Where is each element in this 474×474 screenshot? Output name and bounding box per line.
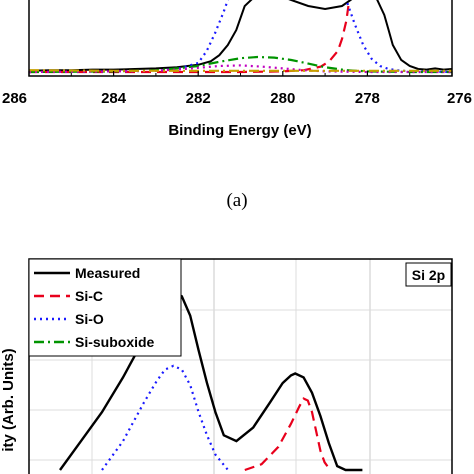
legend-label-si-suboxide: Si-suboxide <box>75 334 155 350</box>
panel-b-y-axis-title: ity (Arb. Units) <box>0 348 17 451</box>
panel-a-x-tick-label: 280 <box>270 90 295 107</box>
panel-a-series-si-c <box>29 5 350 74</box>
panel-a-x-tick-label: 286 <box>2 90 27 107</box>
panel-b-legend: Measured Si-C Si-O Si-suboxide <box>28 258 182 357</box>
legend-entries: Measured Si-C Si-O Si-suboxide <box>34 265 155 350</box>
panel-b-series-si-o <box>101 364 229 471</box>
badge-label: Si 2p <box>412 267 445 283</box>
panel-a-series-measured <box>28 0 453 72</box>
panel-a-x-tick-label: 278 <box>355 90 380 107</box>
panel-a-ticks: 286 284 282 280 278 276 <box>2 71 472 107</box>
badge: Si 2p <box>405 262 452 287</box>
panel-a-series-si-o-tail <box>344 0 453 74</box>
panel-a-x-tick-label: 282 <box>186 90 211 107</box>
panel-b: Measured Si-C Si-O Si-suboxide Si 2p ity (A… <box>0 258 453 474</box>
legend-label-measured: Measured <box>75 265 140 281</box>
legend-label-si-o: Si-O <box>75 311 104 327</box>
panel-a-x-tick-label: 276 <box>447 90 472 107</box>
panel-a-series-magenta-extra <box>28 64 452 74</box>
panel-a-series-si-o <box>28 0 229 74</box>
panel-b-series-si-c <box>244 397 330 472</box>
panel-a: 286 284 282 280 278 276 Binding Energy (eV) (… <box>2 0 472 211</box>
panel-a-series-group <box>28 0 453 74</box>
panel-a-x-tick-label: 284 <box>101 90 127 107</box>
panel-a-series-gold-extra <box>28 69 452 72</box>
legend-label-si-c: Si-C <box>75 288 103 304</box>
panel-a-x-axis-title: Binding Energy (eV) <box>168 122 311 139</box>
legend-box <box>28 258 182 357</box>
panel-a-caption: (a) <box>226 190 247 211</box>
badge-box <box>405 262 452 287</box>
panel-b-plot-frame <box>28 258 453 474</box>
